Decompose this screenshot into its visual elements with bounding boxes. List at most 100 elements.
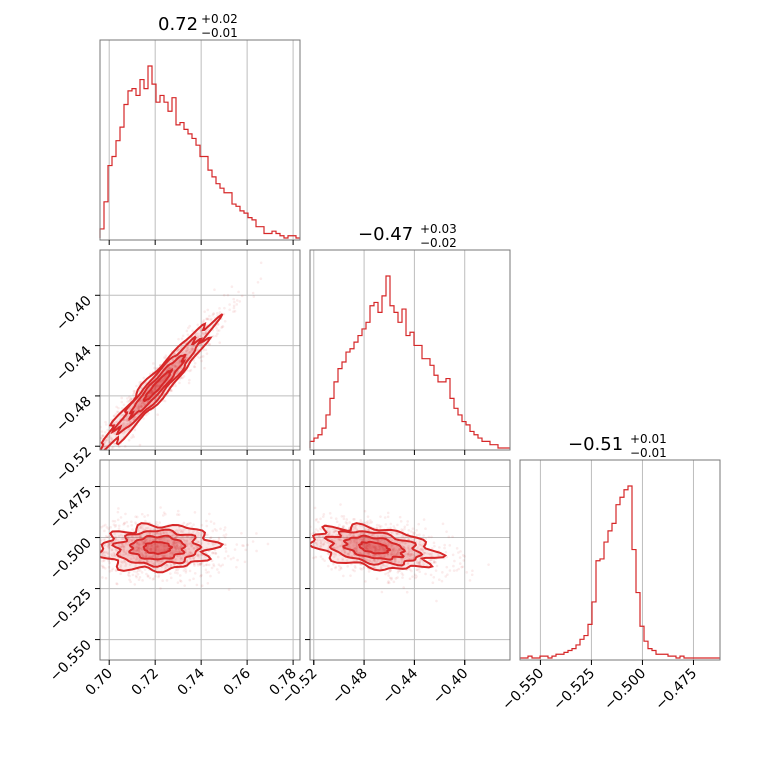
joint-0-2-sample-point bbox=[122, 550, 126, 553]
joint-1-2-sample-point bbox=[380, 590, 384, 594]
joint-0-1-sample-point bbox=[209, 319, 213, 322]
joint-1-2-sample-point bbox=[320, 540, 323, 543]
joint-0-2-contour-level-3 bbox=[142, 540, 173, 555]
joint-1-2-sample-point bbox=[364, 539, 368, 542]
joint-1-2-sample-point bbox=[296, 546, 299, 549]
joint-0-1-sample-point bbox=[94, 452, 97, 455]
joint-0-1-sample-point bbox=[126, 400, 129, 403]
joint-0-2-sample-point bbox=[107, 542, 111, 545]
joint-1-2-sample-point bbox=[415, 528, 418, 532]
joint-0-2-sample-point bbox=[164, 544, 168, 548]
joint-1-2-sample-point bbox=[384, 572, 387, 576]
joint-0-1-frame bbox=[99, 249, 301, 451]
joint-0-2-sample-point bbox=[162, 548, 166, 552]
joint-1-2-sample-point bbox=[365, 558, 369, 562]
joint-1-2-sample-point bbox=[333, 529, 337, 533]
joint-1-2-sample-point bbox=[418, 560, 421, 564]
joint-0-2-sample-point bbox=[177, 550, 181, 554]
joint-1-2-sample-point bbox=[391, 549, 395, 552]
joint-0-1-sample-point bbox=[104, 455, 107, 458]
joint-1-2-sample-point bbox=[327, 527, 330, 530]
joint-1-2-sample-point bbox=[393, 551, 396, 554]
joint-1-2-contour-level-2 bbox=[342, 534, 407, 561]
joint-0-2-sample-point bbox=[169, 564, 173, 567]
joint-1-2-sample-point bbox=[269, 539, 272, 542]
joint-0-2-sample-point bbox=[170, 548, 174, 552]
joint-1-2-sample-point bbox=[348, 541, 352, 545]
joint-0-2-sample-point bbox=[154, 547, 158, 550]
joint-0-2-sample-point bbox=[175, 544, 179, 547]
joint-0-2-sample-point bbox=[216, 555, 220, 559]
x-tick-label-0-3: 0.76 bbox=[221, 665, 254, 698]
joint-1-2-sample-point bbox=[393, 557, 397, 561]
joint-0-2-sample-point bbox=[95, 538, 98, 541]
title-1-lower: −0.02 bbox=[420, 236, 457, 250]
joint-0-2-sample-point bbox=[134, 564, 137, 568]
joint-1-2-sample-point bbox=[390, 553, 393, 556]
title-2-value: −0.51 bbox=[568, 434, 623, 455]
joint-0-1-sample-point bbox=[201, 332, 205, 335]
title-0-value: 0.72 bbox=[158, 14, 198, 35]
joint-0-2-sample-point bbox=[142, 541, 146, 545]
joint-1-2-sample-point bbox=[318, 535, 322, 539]
joint-1-2-sample-point bbox=[398, 547, 401, 551]
joint-1-2-sample-point bbox=[333, 539, 336, 543]
joint-1-2-sample-point bbox=[402, 546, 406, 549]
joint-0-1-sample-point bbox=[137, 404, 141, 408]
joint-0-2-sample-point bbox=[136, 569, 140, 573]
joint-1-2-sample-point bbox=[362, 565, 366, 569]
joint-1-2-sample-point bbox=[373, 545, 377, 548]
joint-0-1-sample-point bbox=[110, 447, 114, 450]
joint-0-2-sample-point bbox=[156, 555, 160, 558]
joint-0-2-sample-point bbox=[185, 524, 188, 528]
joint-1-2-sample-point bbox=[345, 552, 349, 555]
joint-1-2-sample-point bbox=[395, 532, 399, 535]
joint-0-1-sample-point bbox=[196, 335, 200, 339]
joint-0-2-sample-point bbox=[197, 531, 201, 535]
joint-0-1-sample-point bbox=[113, 432, 117, 435]
joint-0-1-sample-point bbox=[192, 359, 196, 362]
joint-0-2-sample-point bbox=[171, 553, 174, 557]
joint-0-1-sample-point bbox=[232, 310, 235, 313]
joint-1-2-sample-point bbox=[315, 544, 319, 547]
joint-1-2-sample-point bbox=[376, 553, 380, 557]
joint-1-2-sample-point bbox=[458, 562, 462, 565]
joint-0-2-sample-point bbox=[159, 587, 162, 590]
joint-1-2-sample-point bbox=[403, 542, 407, 545]
joint-0-2-sample-point bbox=[134, 549, 138, 553]
joint-0-2-sample-point bbox=[205, 524, 209, 528]
joint-1-2-sample-point bbox=[367, 547, 371, 550]
joint-0-2-sample-point bbox=[144, 554, 147, 558]
joint-0-2-sample-point bbox=[221, 563, 224, 567]
joint-1-2-sample-point bbox=[362, 538, 365, 542]
joint-0-2-sample-point bbox=[141, 540, 145, 544]
joint-0-2-sample-point bbox=[158, 538, 161, 541]
joint-0-1-sample-point bbox=[178, 359, 182, 362]
joint-0-2-sample-point bbox=[129, 538, 133, 542]
joint-0-1-sample-point bbox=[252, 295, 256, 298]
joint-0-1-sample-point bbox=[123, 445, 127, 448]
joint-1-2-content bbox=[269, 503, 510, 603]
joint-0-1-sample-point bbox=[185, 349, 188, 353]
joint-1-2-sample-point bbox=[337, 538, 341, 542]
joint-0-2-sample-point bbox=[154, 532, 157, 536]
joint-0-1-sample-point bbox=[199, 334, 203, 337]
joint-0-2-sample-point bbox=[135, 549, 138, 553]
joint-1-2-sample-point bbox=[421, 547, 425, 551]
joint-0-2-sample-point bbox=[120, 537, 124, 541]
joint-0-2-sample-point bbox=[172, 542, 176, 545]
joint-0-2-sample-point bbox=[179, 545, 183, 548]
joint-0-2-sample-point bbox=[113, 532, 116, 536]
joint-0-2-sample-point bbox=[171, 542, 175, 546]
joint-0-1-sample-point bbox=[232, 304, 236, 308]
joint-0-2-sample-point bbox=[211, 551, 214, 555]
joint-1-2-sample-point bbox=[387, 581, 391, 585]
joint-0-1-sample-point bbox=[163, 399, 167, 403]
joint-1-2-sample-point bbox=[313, 531, 317, 534]
joint-1-2-sample-point bbox=[346, 552, 350, 556]
joint-1-2-sample-point bbox=[368, 542, 371, 546]
joint-0-2-sample-point bbox=[150, 544, 153, 548]
joint-0-1-sample-point bbox=[71, 483, 74, 486]
joint-0-1-sample-point bbox=[115, 405, 118, 409]
joint-1-2-sample-point bbox=[359, 551, 362, 555]
